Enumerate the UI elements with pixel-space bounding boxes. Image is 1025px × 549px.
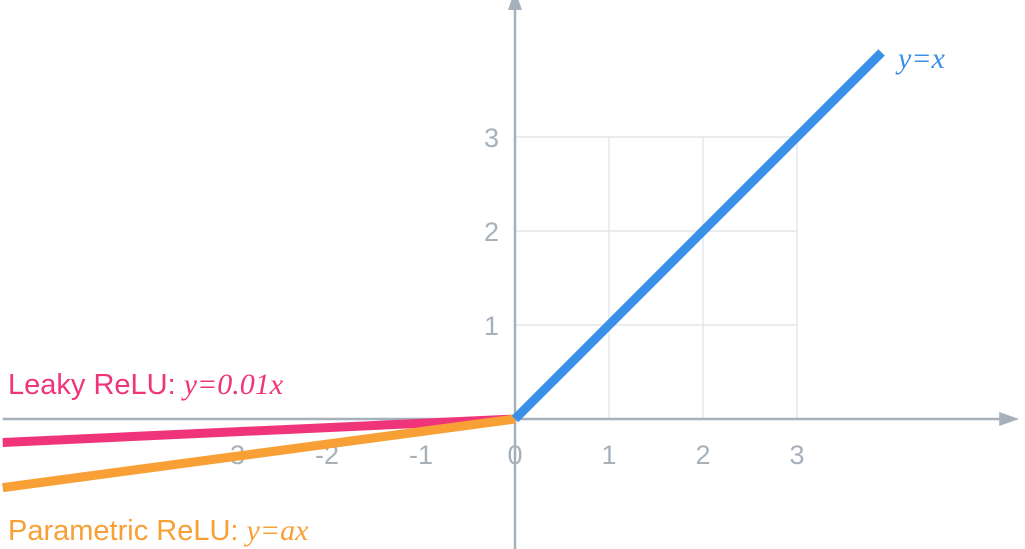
series-name-1: Parametric ReLU: bbox=[8, 515, 247, 547]
x-tick-label-1: 1 bbox=[601, 440, 616, 470]
x-tick-label-2: 2 bbox=[695, 440, 710, 470]
series-formula-1: y=ax bbox=[244, 514, 310, 547]
x-tick-label-0: 0 bbox=[507, 440, 522, 470]
series-label-1: Parametric ReLU: y=ax bbox=[8, 514, 309, 547]
x-axis-arrow-icon bbox=[999, 412, 1020, 426]
series-formula-0: y=0.01x bbox=[181, 368, 284, 401]
series-line-1 bbox=[2, 414, 516, 493]
x-tick-label-3: 3 bbox=[789, 440, 804, 470]
x-tick-label--1: -1 bbox=[409, 440, 433, 470]
series-formula-2: y=x bbox=[895, 42, 946, 75]
series-labels: Leaky ReLU: y=0.01x Parametric ReLU: y=ax… bbox=[8, 42, 946, 547]
y-tick-label-2: 2 bbox=[484, 217, 499, 247]
grid-lines bbox=[515, 136, 798, 419]
series-label-0: Leaky ReLU: y=0.01x bbox=[8, 368, 284, 401]
series-lines bbox=[2, 49, 885, 493]
series-line-0 bbox=[2, 414, 516, 447]
series-line-2 bbox=[511, 49, 885, 423]
y-tick-label-1: 1 bbox=[484, 311, 499, 341]
y-tick-label-3: 3 bbox=[484, 123, 499, 153]
series-name-0: Leaky ReLU: bbox=[8, 369, 184, 401]
y-axis-arrow-icon bbox=[508, 0, 522, 10]
series-label-2: y=x bbox=[895, 42, 946, 75]
